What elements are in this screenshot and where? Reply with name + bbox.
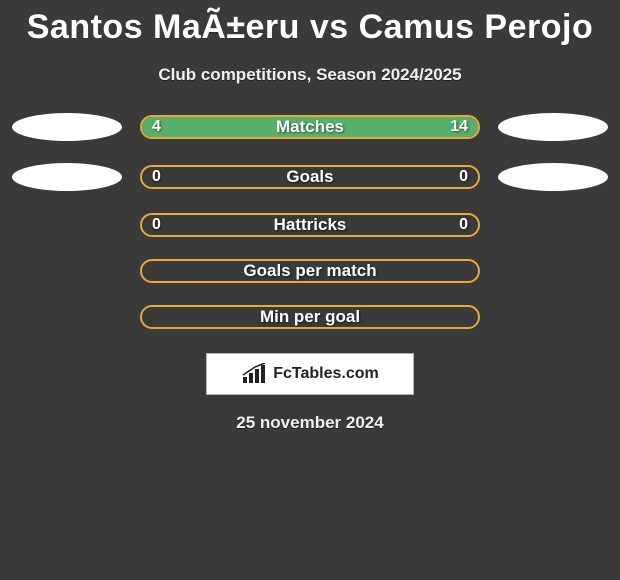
- stat-left-value: 0: [152, 168, 161, 186]
- chart-icon: [241, 363, 267, 385]
- attribution-badge: FcTables.com: [206, 353, 414, 395]
- stat-left-value: 0: [152, 216, 161, 234]
- player-right-marker: [498, 113, 608, 141]
- stat-row: Min per goal: [0, 305, 620, 329]
- player-right-marker: [498, 163, 608, 191]
- stat-rows: 4Matches140Goals00Hattricks0Goals per ma…: [0, 113, 620, 329]
- stat-bar: Min per goal: [140, 305, 480, 329]
- stat-right-value: 0: [459, 168, 468, 186]
- stat-bar: 0Goals0: [140, 165, 480, 189]
- stat-label: Hattricks: [142, 215, 478, 235]
- bar-fill-right: [209, 117, 478, 137]
- page-subtitle: Club competitions, Season 2024/2025: [0, 65, 620, 85]
- stat-bar: 4Matches14: [140, 115, 480, 139]
- stat-row: 0Hattricks0: [0, 213, 620, 237]
- stat-right-value: 0: [459, 216, 468, 234]
- player-left-marker: [12, 113, 122, 141]
- stat-bar: Goals per match: [140, 259, 480, 283]
- stat-row: 4Matches14: [0, 113, 620, 141]
- stat-bar: 0Hattricks0: [140, 213, 480, 237]
- bar-fill-left: [142, 117, 209, 137]
- stat-label: Goals per match: [142, 261, 478, 281]
- page-title: Santos MaÃ±eru vs Camus Perojo: [0, 8, 620, 47]
- stat-label: Min per goal: [142, 307, 478, 327]
- stat-row: Goals per match: [0, 259, 620, 283]
- comparison-infographic: Santos MaÃ±eru vs Camus Perojo Club comp…: [0, 0, 620, 580]
- stat-row: 0Goals0: [0, 163, 620, 191]
- attribution-text: FcTables.com: [273, 365, 379, 383]
- snapshot-date: 25 november 2024: [0, 413, 620, 433]
- stat-label: Goals: [142, 167, 478, 187]
- player-left-marker: [12, 163, 122, 191]
